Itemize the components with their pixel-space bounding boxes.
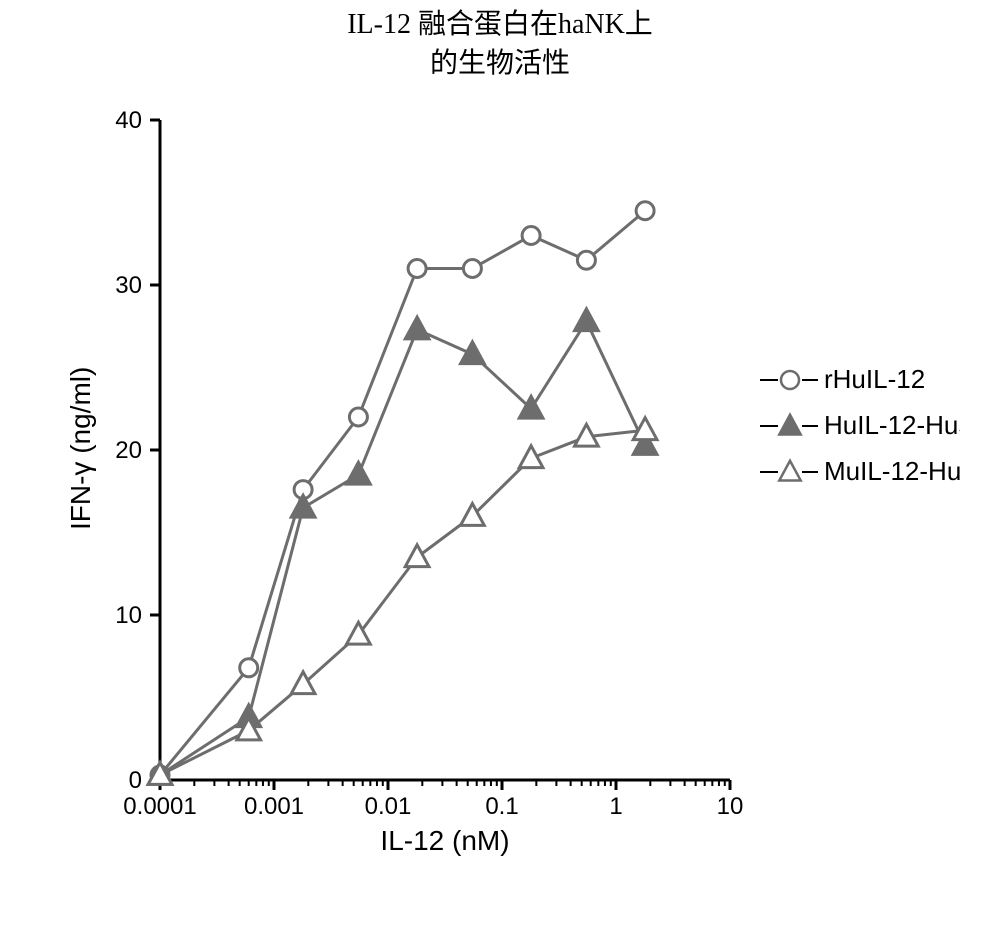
title-line-1: IL-12 融合蛋白在haNK上 (0, 5, 1000, 44)
series-line (160, 321, 645, 775)
title-line-2: 的生物活性 (0, 44, 1000, 83)
xtick-label: 1 (609, 793, 622, 820)
page: IL-12 融合蛋白在haNK上 的生物活性 0 10 20 30 40 0.0001 0.… (0, 0, 1000, 937)
y-axis-label: IFN-γ (ng/ml) (65, 367, 96, 530)
ytick-label: 30 (115, 272, 142, 299)
chart-title: IL-12 融合蛋白在haNK上 的生物活性 (0, 5, 1000, 83)
ytick-label: 40 (115, 107, 142, 134)
chart-area: 0 10 20 30 40 0.0001 0.001 0.01 0.1 1 10 IFN-γ (ng/… (40, 100, 960, 920)
series-line (160, 211, 645, 775)
legend-label: MuIL-12-Hu51 (824, 456, 960, 486)
legend-label: HuIL-12-Hu51 (824, 410, 960, 440)
xtick-label: 10 (717, 793, 744, 820)
xtick-label: 0.0001 (123, 793, 196, 820)
xtick-label: 0.01 (365, 793, 412, 820)
series-line (160, 430, 645, 775)
xtick-label: 0.1 (485, 793, 518, 820)
ytick-label: 20 (115, 437, 142, 464)
legend: rHuIL-12 HuIL-12-Hu51 MuIL-12-Hu51 (760, 364, 960, 486)
legend-label: rHuIL-12 (824, 364, 925, 394)
ytick-label: 0 (129, 767, 142, 794)
ytick-label: 10 (115, 602, 142, 629)
chart-svg: 0 10 20 30 40 0.0001 0.001 0.01 0.1 1 10 IFN-γ (ng/… (40, 100, 960, 920)
x-axis-label: IL-12 (nM) (380, 825, 509, 856)
xtick-label: 0.001 (244, 793, 304, 820)
